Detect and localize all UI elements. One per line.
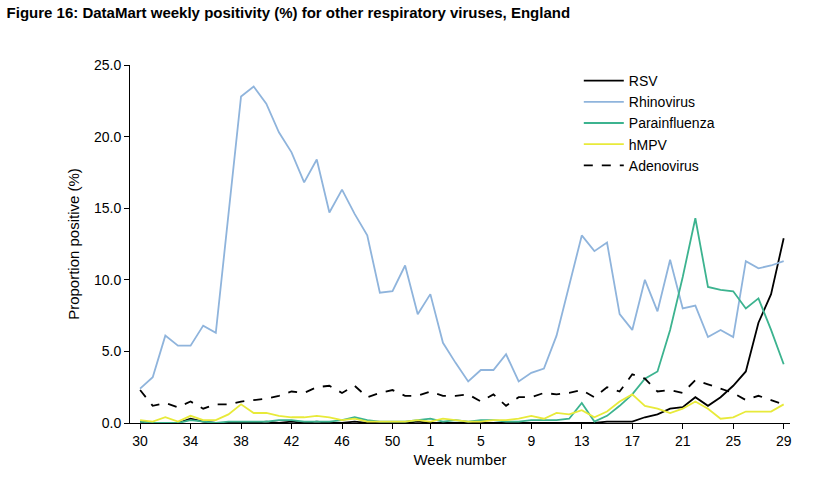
svg-text:5.0: 5.0 [102,343,122,359]
svg-text:5: 5 [477,433,485,449]
svg-text:Rhinovirus: Rhinovirus [629,94,695,110]
svg-text:9: 9 [527,433,535,449]
svg-text:13: 13 [574,433,590,449]
svg-text:17: 17 [624,433,640,449]
svg-text:46: 46 [334,433,350,449]
svg-text:10.0: 10.0 [94,272,121,288]
svg-text:15.0: 15.0 [94,200,121,216]
svg-text:34: 34 [183,433,199,449]
svg-text:Parainfluenza: Parainfluenza [629,115,715,131]
svg-text:1: 1 [426,433,434,449]
svg-text:38: 38 [233,433,249,449]
svg-text:25: 25 [725,433,741,449]
svg-text:50: 50 [385,433,401,449]
svg-text:25.0: 25.0 [94,57,121,73]
svg-text:hMPV: hMPV [629,137,668,153]
svg-text:20.0: 20.0 [94,129,121,145]
svg-text:21: 21 [675,433,691,449]
svg-text:29: 29 [776,433,792,449]
svg-text:42: 42 [284,433,300,449]
svg-text:Adenovirus: Adenovirus [629,158,699,174]
svg-text:Week number: Week number [413,451,506,468]
svg-text:30: 30 [132,433,148,449]
svg-text:RSV: RSV [629,73,658,89]
svg-text:Proportion positive (%): Proportion positive (%) [65,168,82,320]
svg-text:0.0: 0.0 [102,415,122,431]
svg-text:Figure 16: DataMart weekly pos: Figure 16: DataMart weekly positivity (%… [7,4,570,21]
